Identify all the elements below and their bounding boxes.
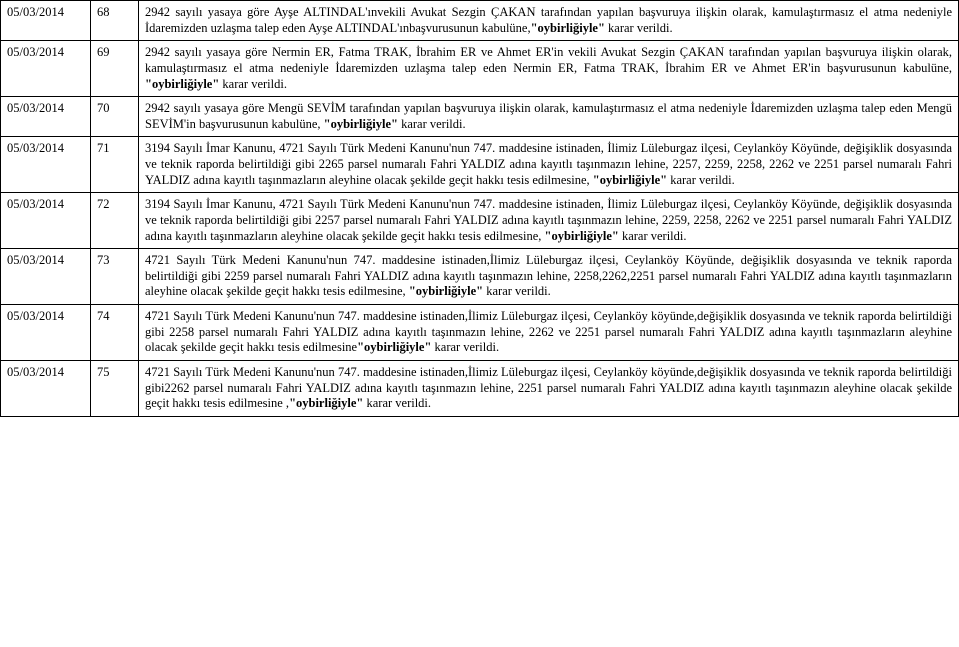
table-row: 05/03/2014723194 Sayılı İmar Kanunu, 472… xyxy=(1,193,959,249)
date-cell: 05/03/2014 xyxy=(1,249,91,305)
description-cell: 4721 Sayılı Türk Medeni Kanunu'nun 747. … xyxy=(139,249,959,305)
text-segment: karar verildi. xyxy=(667,173,735,187)
bold-text: "oybirliğiyle" xyxy=(289,396,363,410)
text-segment: karar verildi. xyxy=(619,229,687,243)
description-cell: 3194 Sayılı İmar Kanunu, 4721 Sayılı Tür… xyxy=(139,193,959,249)
text-segment: 2942 sayılı yasaya göre Nermin ER, Fatma… xyxy=(145,45,952,75)
number-cell: 68 xyxy=(91,1,139,41)
date-cell: 05/03/2014 xyxy=(1,360,91,416)
date-cell: 05/03/2014 xyxy=(1,41,91,97)
text-segment: karar verildi. xyxy=(605,21,673,35)
date-cell: 05/03/2014 xyxy=(1,97,91,137)
number-cell: 71 xyxy=(91,137,139,193)
bold-text: "oybirliğiyle" xyxy=(324,117,398,131)
number-cell: 72 xyxy=(91,193,139,249)
date-cell: 05/03/2014 xyxy=(1,1,91,41)
number-cell: 69 xyxy=(91,41,139,97)
table-row: 05/03/2014713194 Sayılı İmar Kanunu, 472… xyxy=(1,137,959,193)
table-row: 05/03/2014692942 sayılı yasaya göre Nerm… xyxy=(1,41,959,97)
bold-text: "oybirliğiyle" xyxy=(409,284,483,298)
number-cell: 73 xyxy=(91,249,139,305)
table-row: 05/03/2014702942 sayılı yasaya göre Meng… xyxy=(1,97,959,137)
table-row: 05/03/2014744721 Sayılı Türk Medeni Kanu… xyxy=(1,305,959,361)
text-segment: 2942 sayılı yasaya göre Mengü SEVİM tara… xyxy=(145,101,952,131)
date-cell: 05/03/2014 xyxy=(1,137,91,193)
bold-text: "oybirliğiyle" xyxy=(593,173,667,187)
text-segment: karar verildi. xyxy=(363,396,431,410)
description-cell: 4721 Sayılı Türk Medeni Kanunu'nun 747. … xyxy=(139,360,959,416)
text-segment: 4721 Sayılı Türk Medeni Kanunu'nun 747. … xyxy=(145,309,952,354)
table-row: 05/03/2014734721 Sayılı Türk Medeni Kanu… xyxy=(1,249,959,305)
bold-text: "oybirliğiyle" xyxy=(545,229,619,243)
description-cell: 4721 Sayılı Türk Medeni Kanunu'nun 747. … xyxy=(139,305,959,361)
text-segment: 3194 Sayılı İmar Kanunu, 4721 Sayılı Tür… xyxy=(145,141,952,186)
table-row: 05/03/2014754721 Sayılı Türk Medeni Kanu… xyxy=(1,360,959,416)
description-cell: 2942 sayılı yasaya göre Nermin ER, Fatma… xyxy=(139,41,959,97)
text-segment: 4721 Sayılı Türk Medeni Kanunu'nun 747. … xyxy=(145,365,952,410)
description-cell: 2942 sayılı yasaya göre Ayşe ALTINDAL'ın… xyxy=(139,1,959,41)
text-segment: karar verildi. xyxy=(219,77,287,91)
bold-text: "oybirliğiyle" xyxy=(531,21,605,35)
text-segment: karar verildi. xyxy=(483,284,551,298)
number-cell: 74 xyxy=(91,305,139,361)
table-row: 05/03/2014682942 sayılı yasaya göre Ayşe… xyxy=(1,1,959,41)
date-cell: 05/03/2014 xyxy=(1,305,91,361)
date-cell: 05/03/2014 xyxy=(1,193,91,249)
description-cell: 2942 sayılı yasaya göre Mengü SEVİM tara… xyxy=(139,97,959,137)
number-cell: 70 xyxy=(91,97,139,137)
text-segment: karar verildi. xyxy=(431,340,499,354)
bold-text: "oybirliğiyle" xyxy=(145,77,219,91)
bold-text: "oybirliğiyle" xyxy=(357,340,431,354)
text-segment: karar verildi. xyxy=(398,117,466,131)
description-cell: 3194 Sayılı İmar Kanunu, 4721 Sayılı Tür… xyxy=(139,137,959,193)
decisions-table: 05/03/2014682942 sayılı yasaya göre Ayşe… xyxy=(0,0,959,417)
number-cell: 75 xyxy=(91,360,139,416)
